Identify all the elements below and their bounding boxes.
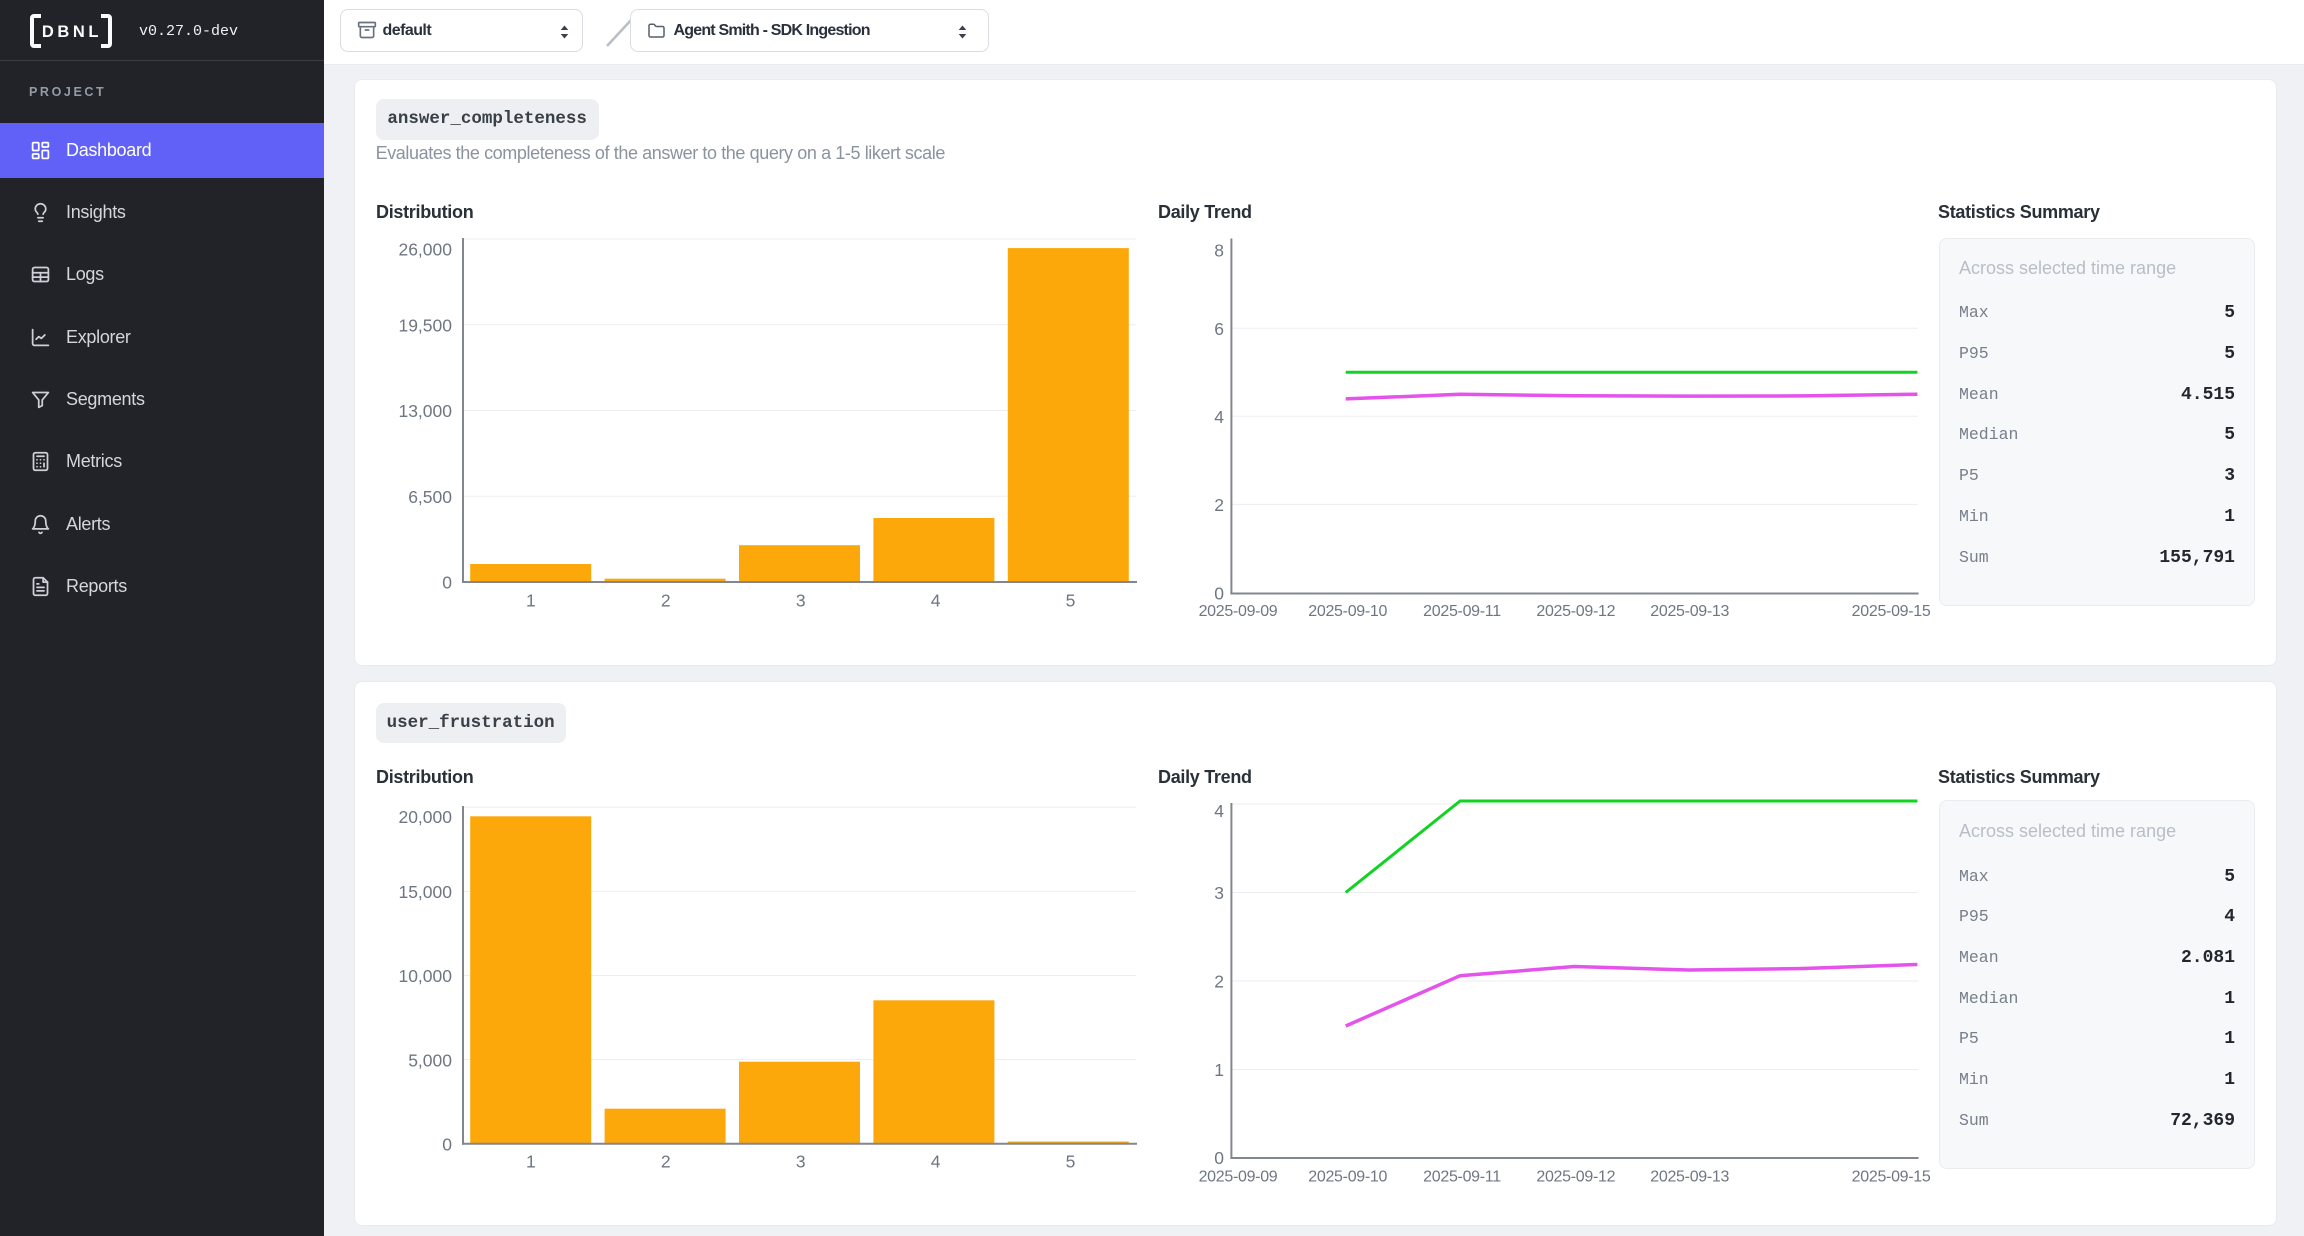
svg-text:6,500: 6,500 (408, 487, 452, 507)
svg-text:2: 2 (1214, 495, 1224, 515)
svg-text:6: 6 (1214, 318, 1224, 338)
svg-text:19,500: 19,500 (398, 315, 452, 335)
svg-text:2: 2 (661, 1152, 671, 1172)
svg-text:1: 1 (526, 1152, 536, 1172)
svg-text:0: 0 (1214, 1148, 1224, 1168)
svg-text:4: 4 (1214, 801, 1224, 821)
svg-text:1: 1 (526, 590, 536, 610)
svg-text:0: 0 (442, 572, 452, 592)
svg-text:0: 0 (1214, 583, 1224, 603)
svg-text:2025-09-11: 2025-09-11 (1423, 1169, 1501, 1186)
svg-text:26,000: 26,000 (398, 239, 452, 259)
svg-text:2025-09-15: 2025-09-15 (1852, 1169, 1931, 1186)
svg-text:2025-09-13: 2025-09-13 (1650, 603, 1729, 620)
svg-text:1: 1 (1214, 1060, 1224, 1080)
svg-text:0: 0 (442, 1135, 452, 1155)
svg-text:15,000: 15,000 (398, 882, 452, 902)
svg-text:4: 4 (1214, 407, 1224, 427)
svg-text:4: 4 (931, 1152, 941, 1172)
svg-text:2025-09-09: 2025-09-09 (1199, 603, 1278, 620)
svg-text:4: 4 (931, 590, 941, 610)
svg-text:5,000: 5,000 (408, 1050, 452, 1070)
svg-text:2025-09-12: 2025-09-12 (1536, 603, 1615, 620)
svg-text:2025-09-11: 2025-09-11 (1423, 603, 1501, 620)
svg-text:8: 8 (1214, 240, 1224, 260)
svg-text:2: 2 (661, 590, 671, 610)
svg-text:2: 2 (1214, 972, 1224, 992)
svg-text:3: 3 (796, 590, 806, 610)
svg-text:DBNL: DBNL (42, 23, 102, 41)
svg-text:3: 3 (1214, 883, 1224, 903)
svg-text:2025-09-15: 2025-09-15 (1852, 603, 1931, 620)
svg-text:2025-09-09: 2025-09-09 (1199, 1169, 1278, 1186)
svg-text:3: 3 (796, 1152, 806, 1172)
svg-text:5: 5 (1066, 590, 1076, 610)
svg-text:20,000: 20,000 (398, 807, 452, 827)
svg-text:2025-09-10: 2025-09-10 (1308, 1169, 1387, 1186)
svg-text:2025-09-10: 2025-09-10 (1308, 603, 1387, 620)
svg-text:5: 5 (1066, 1152, 1076, 1172)
svg-text:13,000: 13,000 (398, 401, 452, 421)
svg-text:2025-09-13: 2025-09-13 (1650, 1169, 1729, 1186)
svg-text:10,000: 10,000 (398, 966, 452, 986)
svg-text:2025-09-12: 2025-09-12 (1536, 1169, 1615, 1186)
